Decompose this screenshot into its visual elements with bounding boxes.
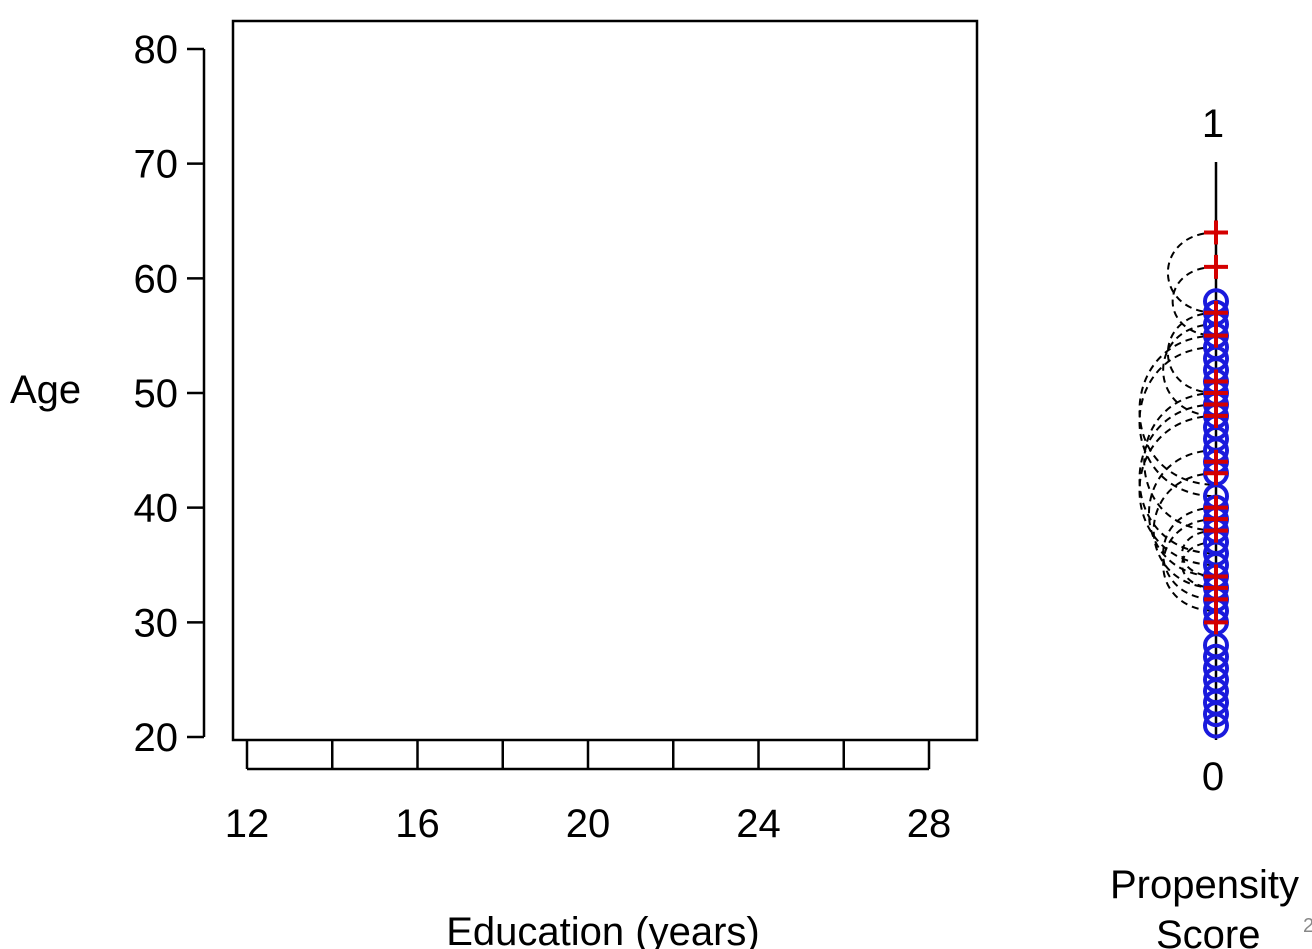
y-tick-label: 80 xyxy=(134,28,179,72)
propensity-axis-label-line2: Score xyxy=(1156,913,1261,949)
plus-marker xyxy=(1204,403,1228,428)
plus-marker xyxy=(1204,323,1228,348)
y-tick-label: 70 xyxy=(134,143,179,187)
plus-marker xyxy=(1204,587,1228,612)
x-tick-label: 16 xyxy=(395,802,440,846)
circle-marker xyxy=(1203,643,1229,670)
x-tick-label: 24 xyxy=(736,802,781,846)
plus-marker xyxy=(1204,220,1228,245)
plus-marker xyxy=(1204,254,1228,279)
x-tick-label: 12 xyxy=(225,802,270,846)
y-tick-label: 40 xyxy=(134,487,179,531)
scatter-panel: 20 30 40 50 60 70 80 12 16 20 24 28 Age Education … xyxy=(10,19,979,949)
plus-markers xyxy=(1204,220,1228,635)
x-tick-label: 20 xyxy=(566,802,611,846)
match-arc xyxy=(1152,472,1217,589)
match-arc xyxy=(1181,541,1217,589)
y-tick-label: 60 xyxy=(134,257,179,301)
y-tick-label: 50 xyxy=(134,372,179,416)
corner-text: 2 xyxy=(1303,915,1312,937)
x-axis-ticks: 12 16 20 24 28 xyxy=(225,740,952,846)
y-tick-label: 30 xyxy=(134,601,179,645)
match-arc xyxy=(1162,506,1217,601)
propensity-panel: 1 0 Propensity Score 2 xyxy=(1110,102,1312,949)
plot-frame xyxy=(231,19,979,742)
y-axis-label: Age xyxy=(10,368,81,412)
propensity-tick-label-top: 1 xyxy=(1202,102,1224,146)
match-arcs xyxy=(1138,231,1217,612)
match-arc xyxy=(1181,529,1217,578)
propensity-axis-label-text: Propensity xyxy=(1110,863,1299,907)
plus-marker xyxy=(1204,461,1228,486)
plus-marker xyxy=(1204,300,1228,325)
match-arc xyxy=(1162,323,1217,417)
match-arc xyxy=(1147,449,1217,578)
plus-marker xyxy=(1204,610,1228,635)
propensity-tick-label-bottom: 0 xyxy=(1202,755,1224,799)
match-arc xyxy=(1171,265,1217,337)
y-axis-ticks: 20 30 40 50 60 70 80 xyxy=(134,28,204,760)
plus-marker xyxy=(1204,518,1228,543)
y-tick-label: 20 xyxy=(134,716,179,760)
x-axis-label: Education (years) xyxy=(446,910,759,949)
match-arc xyxy=(1162,518,1217,612)
x-tick-label: 28 xyxy=(907,802,952,846)
propensity-axis-label: Propensity Score xyxy=(1110,863,1310,949)
